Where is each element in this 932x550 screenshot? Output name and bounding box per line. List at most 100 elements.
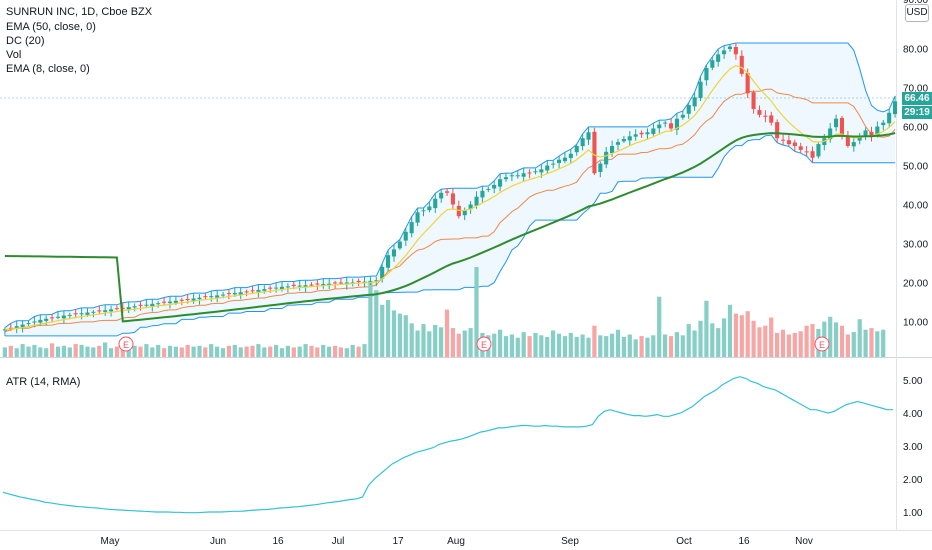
candle-body <box>733 47 738 55</box>
donchian-lower-line <box>4 134 896 337</box>
volume-bar <box>173 346 178 357</box>
candle-body <box>492 185 497 189</box>
candle-body <box>315 283 320 285</box>
candle-body <box>79 313 84 315</box>
candle-body <box>185 299 190 300</box>
time-axis-tick: Sep <box>561 536 579 547</box>
volume-bar <box>775 332 780 357</box>
volume-bar <box>509 334 514 357</box>
candle-body <box>386 255 391 268</box>
candle-body <box>321 284 326 286</box>
volume-bar <box>427 331 432 357</box>
volume-bar <box>14 348 19 357</box>
volume-bar <box>604 336 609 357</box>
volume-bar <box>327 346 332 357</box>
volume-bar <box>845 334 850 357</box>
candle-body <box>580 138 585 147</box>
candle-body <box>527 172 532 174</box>
candle-body <box>97 310 102 312</box>
candle-body <box>14 326 19 329</box>
candle-body <box>244 291 249 293</box>
candle-body <box>445 191 450 193</box>
price-axis-tick: 50.00 <box>903 162 928 173</box>
volume-bar <box>285 345 290 358</box>
volume-bar <box>786 334 791 357</box>
candle-body <box>433 198 438 209</box>
indicator-ema50-label[interactable]: EMA (50, close, 0) <box>6 21 96 33</box>
time-axis-tick: Nov <box>795 536 813 547</box>
earnings-marker-label: E <box>123 340 129 350</box>
candle-body <box>250 290 255 292</box>
volume-bar <box>857 319 862 357</box>
currency-badge[interactable]: USD <box>905 4 929 22</box>
price-axis-tick: 80.00 <box>903 45 928 56</box>
candle-body <box>775 122 780 139</box>
volume-bar <box>674 332 679 357</box>
atr-panel: 5.00 4.00 3.00 2.00 1.00 <box>2 376 923 519</box>
candle-body <box>197 297 202 300</box>
volume-bar <box>391 310 397 357</box>
time-axis-tick: Aug <box>447 536 465 547</box>
volume-bar <box>91 347 96 357</box>
volume-bar <box>722 318 727 357</box>
candle-body <box>645 132 650 135</box>
volume-bar <box>692 330 697 357</box>
time-axis-tick: Jul <box>332 536 345 547</box>
candle-body <box>468 204 473 210</box>
candle-body <box>857 136 862 141</box>
candle-body <box>132 306 137 308</box>
volume-bar <box>657 296 662 357</box>
volume-bar <box>368 280 373 357</box>
candle-body <box>639 132 644 135</box>
volume-bar <box>220 348 226 357</box>
earnings-marker-label: E <box>819 340 825 350</box>
volume-bar <box>120 344 125 357</box>
candle-body <box>810 151 815 158</box>
candle-body <box>8 327 13 329</box>
volume-bar <box>739 315 744 357</box>
price-axis-tick: 20.00 <box>903 279 928 290</box>
volume-bar <box>244 346 249 357</box>
volume-bar <box>633 339 638 357</box>
candle-body <box>421 210 426 212</box>
volume-bar <box>350 344 355 357</box>
candle-body <box>456 205 461 217</box>
volume-bar <box>85 346 90 357</box>
indicator-ema8-label[interactable]: EMA (8, close, 0) <box>6 63 90 75</box>
volume-bar <box>274 344 279 357</box>
symbol-title[interactable]: SUNRUN INC, 1D, Cboe BZX <box>6 6 153 18</box>
volume-bar <box>232 344 237 357</box>
candle-body <box>786 140 791 145</box>
indicator-vol-label[interactable]: Vol <box>6 49 22 61</box>
volume-bar <box>238 347 243 357</box>
volume-bar <box>291 347 296 357</box>
candle-body <box>804 151 809 153</box>
grid-lines <box>0 0 932 531</box>
volume-bar <box>344 348 349 357</box>
volume-bar <box>55 346 61 357</box>
indicator-dc-label[interactable]: DC (20) <box>6 35 45 47</box>
atr-indicator-label[interactable]: ATR (14, RMA) <box>6 376 81 388</box>
candle-body <box>716 54 721 62</box>
volume-bar <box>321 344 326 357</box>
volume-bar <box>191 346 196 357</box>
candle-body <box>215 295 220 298</box>
candle-body <box>450 193 455 205</box>
volume-bar <box>727 304 733 357</box>
candle-body <box>562 157 567 162</box>
price-axis: 80.00 70.00 60.00 50.00 40.00 30.00 20.00 10.00… <box>903 0 928 329</box>
candle-body <box>686 105 691 114</box>
volume-bar <box>834 322 839 357</box>
volume-bar <box>415 330 420 357</box>
volume-bar <box>309 345 314 358</box>
atr-axis-tick: 2.00 <box>903 475 923 486</box>
candle-body <box>739 55 744 74</box>
volume-bar <box>114 346 119 357</box>
candle-body <box>845 135 850 146</box>
volume-bar <box>763 325 768 357</box>
volume-bar <box>444 309 450 357</box>
volume-bar <box>474 267 479 357</box>
candle-body <box>226 293 231 295</box>
volume-bar <box>556 333 562 357</box>
ema-lines <box>4 65 896 330</box>
